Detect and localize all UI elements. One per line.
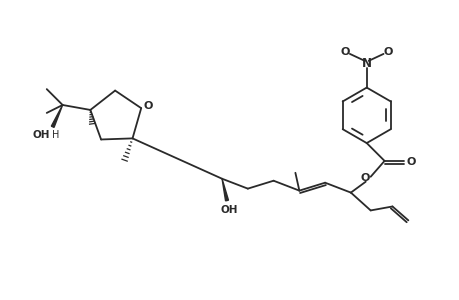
Text: O: O xyxy=(359,173,369,183)
Polygon shape xyxy=(51,105,62,128)
Text: OH: OH xyxy=(220,206,237,215)
Text: O: O xyxy=(383,47,392,57)
Text: OH: OH xyxy=(32,130,50,140)
Text: O: O xyxy=(143,101,152,111)
Text: N: N xyxy=(361,57,371,70)
Text: O: O xyxy=(406,157,415,167)
Text: H: H xyxy=(52,130,59,140)
Polygon shape xyxy=(222,179,228,201)
Text: O: O xyxy=(340,47,349,57)
